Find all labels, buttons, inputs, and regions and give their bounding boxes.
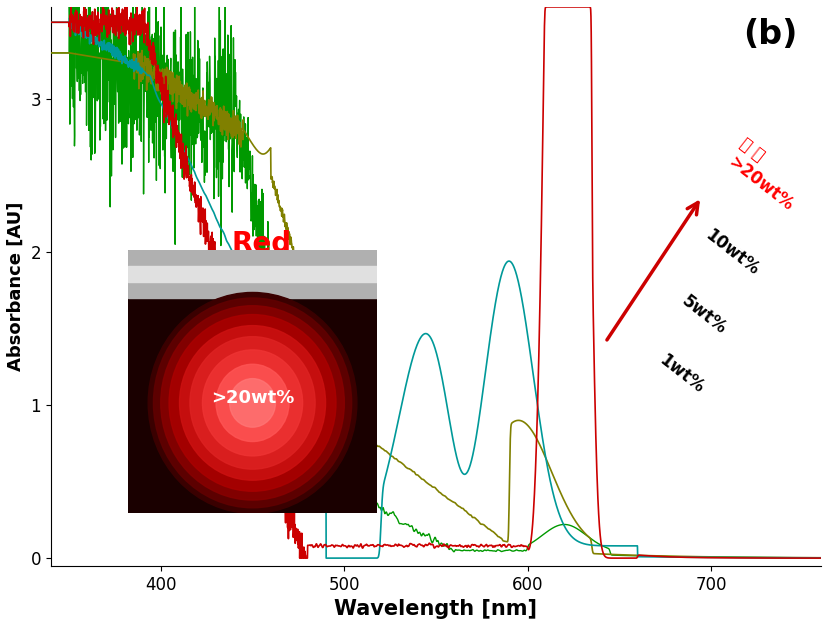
Text: 10wt%: 10wt% — [700, 226, 762, 279]
Text: 높 도: 높 도 — [735, 135, 767, 165]
Circle shape — [216, 364, 289, 441]
Text: Red: Red — [232, 230, 292, 259]
Text: >20wt%: >20wt% — [724, 153, 796, 215]
Circle shape — [229, 379, 275, 427]
Text: 5wt%: 5wt% — [678, 292, 729, 338]
Text: 1wt%: 1wt% — [655, 351, 706, 396]
Circle shape — [179, 326, 325, 480]
Text: >20wt%: >20wt% — [211, 389, 294, 407]
Circle shape — [148, 292, 356, 513]
X-axis label: Wavelength [nm]: Wavelength [nm] — [334, 599, 537, 619]
Circle shape — [160, 305, 344, 500]
Circle shape — [203, 350, 302, 456]
Bar — [128, 266, 376, 282]
Y-axis label: Absorbance [AU]: Absorbance [AU] — [7, 202, 25, 371]
Bar — [128, 250, 376, 298]
Circle shape — [169, 314, 336, 491]
Circle shape — [189, 337, 315, 469]
Circle shape — [153, 298, 351, 508]
Text: (b): (b) — [743, 18, 797, 51]
